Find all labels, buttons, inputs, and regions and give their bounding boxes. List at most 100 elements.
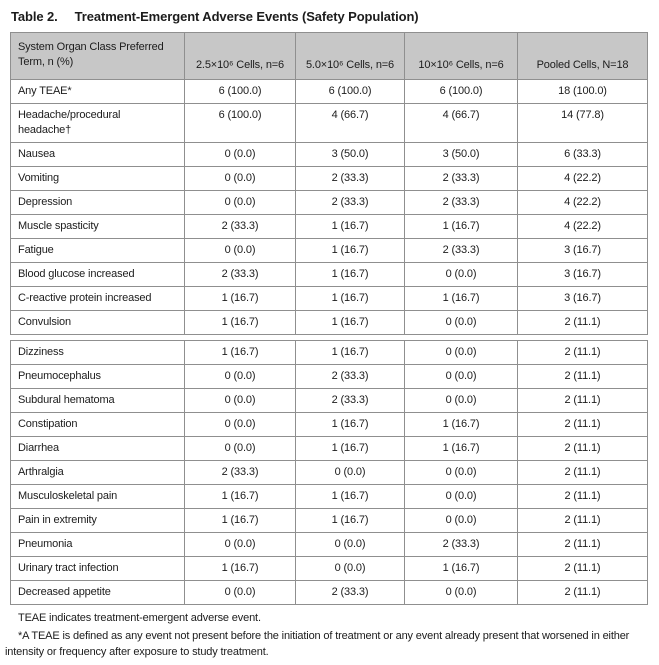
footnotes: TEAE indicates treatment-emergent advers… bbox=[5, 611, 657, 665]
value-cell: 1 (16.7) bbox=[295, 214, 405, 239]
value-cell: 1 (16.7) bbox=[404, 436, 518, 461]
value-cell: 4 (66.7) bbox=[295, 103, 405, 143]
value-cell: 0 (0.0) bbox=[404, 340, 518, 365]
table-row: Decreased appetite 0 (0.0) 2 (33.3) 0 (0.0)… bbox=[10, 580, 648, 605]
term-cell: Headache/procedural headache† bbox=[10, 103, 185, 143]
value-cell: 6 (33.3) bbox=[517, 142, 648, 167]
term-cell: Convulsion bbox=[10, 310, 185, 335]
term-cell: Dizziness bbox=[10, 340, 185, 365]
value-cell: 6 (100.0) bbox=[184, 79, 296, 104]
table-title: Table 2. Treatment-Emergent Adverse Event… bbox=[11, 9, 653, 24]
value-cell: 1 (16.7) bbox=[404, 286, 518, 311]
table-row: Muscle spasticity 2 (33.3) 1 (16.7) 1 (16.7… bbox=[10, 214, 648, 239]
value-cell: 2 (11.1) bbox=[517, 364, 648, 389]
term-cell: Depression bbox=[10, 190, 185, 215]
value-cell: 0 (0.0) bbox=[184, 436, 296, 461]
table-row: Subdural hematoma 0 (0.0) 2 (33.3) 0 (0.0) 2… bbox=[10, 388, 648, 413]
term-cell: Vomiting bbox=[10, 166, 185, 191]
table-row: Pneumonia 0 (0.0) 0 (0.0) 2 (33.3) 2 (11.1) bbox=[10, 532, 648, 557]
table-row: Nausea 0 (0.0) 3 (50.0) 3 (50.0) 6 (33.3) bbox=[10, 142, 648, 167]
value-cell: 3 (50.0) bbox=[404, 142, 518, 167]
value-cell: 4 (66.7) bbox=[404, 103, 518, 143]
value-cell: 2 (11.1) bbox=[517, 484, 648, 509]
value-cell: 0 (0.0) bbox=[404, 580, 518, 605]
table-row: Depression 0 (0.0) 2 (33.3) 2 (33.3) 4 (22.2… bbox=[10, 190, 648, 215]
term-cell: Arthralgia bbox=[10, 460, 185, 485]
value-cell: 3 (16.7) bbox=[517, 286, 648, 311]
column-header-dose-10: 10×10⁶ Cells, n=6 bbox=[404, 32, 518, 80]
adverse-events-table-lower: Dizziness 1 (16.7) 1 (16.7) 0 (0.0) 2 (11.1)… bbox=[10, 340, 648, 605]
value-cell: 2 (33.3) bbox=[295, 166, 405, 191]
value-cell: 2 (11.1) bbox=[517, 340, 648, 365]
term-cell: Nausea bbox=[10, 142, 185, 167]
value-cell: 1 (16.7) bbox=[184, 340, 296, 365]
table-row: Vomiting 0 (0.0) 2 (33.3) 2 (33.3) 4 (22.2) bbox=[10, 166, 648, 191]
value-cell: 1 (16.7) bbox=[404, 556, 518, 581]
value-cell: 0 (0.0) bbox=[184, 166, 296, 191]
value-cell: 0 (0.0) bbox=[404, 310, 518, 335]
value-cell: 0 (0.0) bbox=[404, 460, 518, 485]
table-row: Blood glucose increased 2 (33.3) 1 (16.7) 0… bbox=[10, 262, 648, 287]
value-cell: 2 (11.1) bbox=[517, 388, 648, 413]
table-row: Headache/procedural headache† 6 (100.0) 4 … bbox=[10, 103, 648, 143]
value-cell: 18 (100.0) bbox=[517, 79, 648, 104]
value-cell: 1 (16.7) bbox=[295, 436, 405, 461]
footnote-abbreviation: TEAE indicates treatment-emergent advers… bbox=[18, 612, 261, 624]
value-cell: 1 (16.7) bbox=[404, 214, 518, 239]
adverse-events-table-upper: System Organ Class Preferred Term, n (%)… bbox=[10, 32, 648, 335]
term-cell: Musculoskeletal pain bbox=[10, 484, 185, 509]
value-cell: 1 (16.7) bbox=[295, 508, 405, 533]
footnote-headache-coding: †Headache/procedural headache: because o… bbox=[5, 663, 657, 665]
value-cell: 0 (0.0) bbox=[184, 388, 296, 413]
footnote-teae-definition: *A TEAE is defined as any event not pres… bbox=[5, 630, 630, 658]
table-row: Arthralgia 2 (33.3) 0 (0.0) 0 (0.0) 2 (11.1) bbox=[10, 460, 648, 485]
value-cell: 2 (11.1) bbox=[517, 580, 648, 605]
value-cell: 2 (11.1) bbox=[517, 532, 648, 557]
value-cell: 2 (11.1) bbox=[517, 412, 648, 437]
value-cell: 1 (16.7) bbox=[295, 412, 405, 437]
table-body-upper: Any TEAE* 6 (100.0) 6 (100.0) 6 (100.0) 18 (… bbox=[10, 79, 648, 335]
value-cell: 2 (33.3) bbox=[295, 190, 405, 215]
table-caption: Treatment-Emergent Adverse Events (Safet… bbox=[74, 9, 419, 24]
term-cell: Constipation bbox=[10, 412, 185, 437]
term-cell: Pneumocephalus bbox=[10, 364, 185, 389]
value-cell: 4 (22.2) bbox=[517, 214, 648, 239]
value-cell: 0 (0.0) bbox=[404, 388, 518, 413]
value-cell: 1 (16.7) bbox=[295, 262, 405, 287]
value-cell: 0 (0.0) bbox=[184, 412, 296, 437]
value-cell: 6 (100.0) bbox=[404, 79, 518, 104]
value-cell: 1 (16.7) bbox=[404, 412, 518, 437]
value-cell: 0 (0.0) bbox=[404, 262, 518, 287]
value-cell: 0 (0.0) bbox=[184, 532, 296, 557]
table-number: Table 2. bbox=[11, 9, 58, 24]
term-cell: Decreased appetite bbox=[10, 580, 185, 605]
table-row: Musculoskeletal pain 1 (16.7) 1 (16.7) 0 (0… bbox=[10, 484, 648, 509]
value-cell: 0 (0.0) bbox=[404, 484, 518, 509]
value-cell: 0 (0.0) bbox=[184, 580, 296, 605]
value-cell: 2 (11.1) bbox=[517, 556, 648, 581]
value-cell: 0 (0.0) bbox=[295, 556, 405, 581]
value-cell: 1 (16.7) bbox=[295, 310, 405, 335]
value-cell: 0 (0.0) bbox=[184, 142, 296, 167]
term-cell: Blood glucose increased bbox=[10, 262, 185, 287]
value-cell: 2 (11.1) bbox=[517, 508, 648, 533]
value-cell: 1 (16.7) bbox=[184, 484, 296, 509]
value-cell: 2 (33.3) bbox=[184, 214, 296, 239]
column-header-dose-2-5: 2.5×10⁶ Cells, n=6 bbox=[184, 32, 296, 80]
value-cell: 4 (22.2) bbox=[517, 190, 648, 215]
table-row: Urinary tract infection 1 (16.7) 0 (0.0) 1 … bbox=[10, 556, 648, 581]
value-cell: 2 (33.3) bbox=[295, 580, 405, 605]
table-row: Convulsion 1 (16.7) 1 (16.7) 0 (0.0) 2 (11.1… bbox=[10, 310, 648, 335]
value-cell: 1 (16.7) bbox=[184, 556, 296, 581]
table-row: Fatigue 0 (0.0) 1 (16.7) 2 (33.3) 3 (16.7) bbox=[10, 238, 648, 263]
table-header: System Organ Class Preferred Term, n (%)… bbox=[10, 32, 648, 80]
value-cell: 4 (22.2) bbox=[517, 166, 648, 191]
value-cell: 2 (33.3) bbox=[404, 190, 518, 215]
value-cell: 1 (16.7) bbox=[295, 238, 405, 263]
value-cell: 2 (33.3) bbox=[404, 238, 518, 263]
table-row: Constipation 0 (0.0) 1 (16.7) 1 (16.7) 2 (11… bbox=[10, 412, 648, 437]
value-cell: 1 (16.7) bbox=[295, 340, 405, 365]
value-cell: 1 (16.7) bbox=[295, 484, 405, 509]
value-cell: 3 (16.7) bbox=[517, 262, 648, 287]
